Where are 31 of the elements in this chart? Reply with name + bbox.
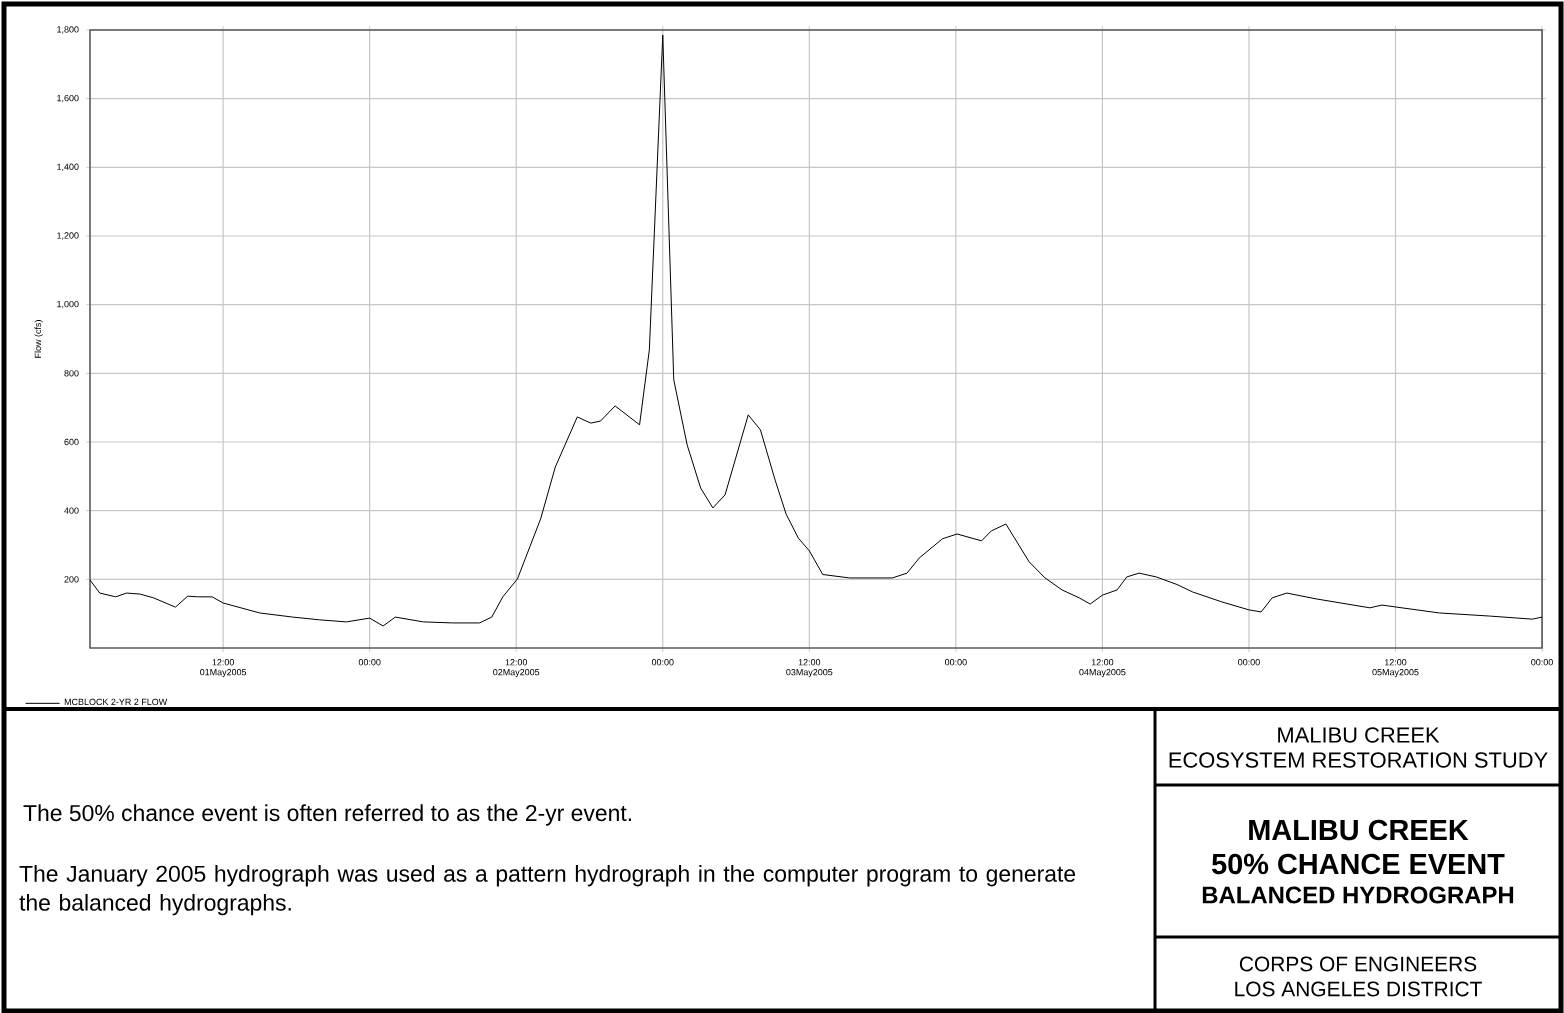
y-tick-label: 400 xyxy=(64,507,79,514)
y-tick-label: 1,600 xyxy=(57,94,79,103)
x-tick-label: 12:00 04May2005 xyxy=(1079,659,1126,678)
y-tick-label: 1,400 xyxy=(57,163,79,172)
text: MALIBU CREEK xyxy=(1278,727,1440,743)
y-tick-label: 600 xyxy=(64,438,79,446)
x-tick-label: 12:00 02May2005 xyxy=(493,659,540,678)
text: The January 2005 hydrograph was used as a pattern hydrograph in the computer program to generate the balanced hydrographs. xyxy=(19,865,1076,916)
y-tick-label: 200 xyxy=(64,576,79,583)
y-tick-label: 1,000 xyxy=(57,300,79,309)
line-series xyxy=(90,34,1543,627)
text: ECOSYSTEM RESTORATION STUDY xyxy=(1169,752,1548,768)
x-tick-label: 00:00 xyxy=(1238,659,1260,666)
x-tick-label: 12:00 05May2005 xyxy=(1372,659,1419,678)
x-tick-label: 12:00 03May2005 xyxy=(786,659,833,678)
text: LOS ANGELES DISTRICT xyxy=(1235,981,1482,997)
text: BALANCED HYDROGRAPH xyxy=(1202,886,1514,904)
y-tick-label: 800 xyxy=(64,370,79,377)
x-tick-label: 00:00 xyxy=(944,659,967,666)
y-tick-label: 1,200 xyxy=(57,232,79,240)
text: CORPS OF ENGINEERS xyxy=(1239,956,1477,972)
y-tick-label: 1,800 xyxy=(57,26,79,34)
x-tick-label: 00:00 xyxy=(1531,659,1553,666)
text: MALIBU CREEK xyxy=(1249,819,1469,841)
text: The 50% chance event is often referred to as the 2-yr event. xyxy=(23,804,632,826)
x-tick-label: 12:00 01May2005 xyxy=(200,659,247,678)
x-tick-label: 00:00 xyxy=(358,659,381,666)
x-tick-label: 00:00 xyxy=(651,659,674,666)
y-axis-title: Flow (cfs) xyxy=(34,320,43,358)
text: 50% CHANCE EVENT xyxy=(1211,853,1505,875)
legend-label: MCBLOCK 2-YR 2 FLOW xyxy=(64,698,168,706)
